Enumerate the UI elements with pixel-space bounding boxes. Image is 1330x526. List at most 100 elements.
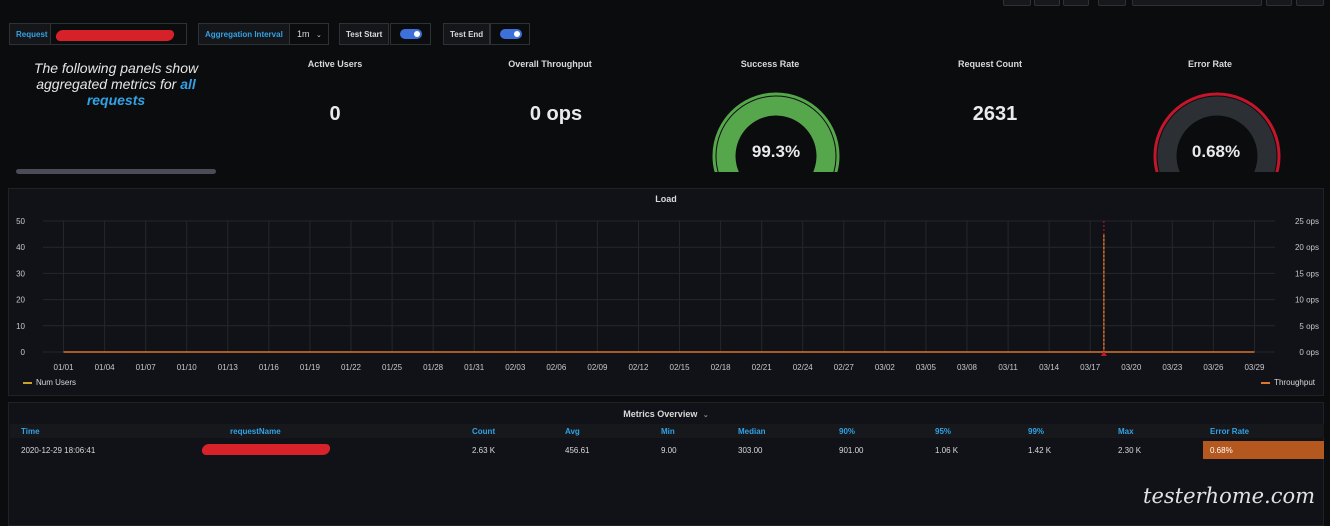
error-rate-title: Error Rate: [1187, 59, 1232, 69]
x-tick-label: 01/31: [464, 363, 485, 372]
y-right-tick-label: 10 ops: [1295, 296, 1319, 305]
y-left-tick-label: 20: [16, 296, 25, 305]
test-start-switch-box: [390, 23, 431, 45]
column-header-count[interactable]: Count: [472, 427, 496, 436]
column-header-max[interactable]: Max: [1118, 427, 1134, 436]
active-users-title: Active Users: [307, 59, 363, 69]
column-header-p95[interactable]: 95%: [935, 427, 952, 436]
x-tick-label: 02/03: [505, 363, 526, 372]
cell-error-rate: 0.68%: [1203, 441, 1324, 459]
column-header-median[interactable]: Median: [738, 427, 766, 436]
request-count-title: Request Count: [958, 59, 1022, 69]
time-range-picker[interactable]: [1132, 0, 1262, 6]
info-text-highlight: all requests: [86, 76, 196, 108]
x-tick-label: 03/17: [1080, 363, 1101, 372]
toolbar-button[interactable]: [1098, 0, 1126, 6]
toolbar-button[interactable]: [1034, 0, 1060, 6]
x-tick-label: 01/10: [177, 363, 198, 372]
cell-p90: 901.00: [839, 446, 864, 455]
table-header-row: Time requestName Count Avg Min Median 90…: [10, 424, 1324, 438]
load-panel-title[interactable]: Load: [655, 194, 677, 204]
x-tick-label: 02/06: [546, 363, 567, 372]
legend-throughput[interactable]: Throughput: [1261, 378, 1315, 387]
success-rate-value: 99.3%: [751, 142, 801, 161]
x-tick-label: 02/18: [711, 363, 732, 372]
test-end-switch-box: [490, 23, 530, 45]
watermark: testerhome.com: [1143, 484, 1316, 508]
series-line-num-users: [63, 234, 1255, 353]
legend-swatch: [1261, 381, 1271, 384]
x-tick-label: 01/13: [218, 363, 239, 372]
toolbar-button[interactable]: [1003, 0, 1031, 6]
x-tick-label: 01/28: [423, 363, 444, 372]
horizontal-scrollbar[interactable]: [16, 169, 216, 174]
cell-median: 303.00: [738, 446, 763, 455]
gauge-track: [1157, 96, 1277, 172]
test-start-toggle[interactable]: [400, 29, 422, 39]
column-header-error-rate[interactable]: Error Rate: [1210, 427, 1250, 436]
success-rate-gauge: [712, 92, 840, 172]
column-header-p99[interactable]: 99%: [1028, 427, 1045, 436]
load-chart: 0 10 20 30 40 50 0 ops 5 ops 10 ops 15 ops 20 ops 2…: [16, 217, 1319, 372]
chevron-down-icon: ⌄: [702, 412, 709, 419]
column-header-min[interactable]: Min: [661, 427, 675, 436]
toolbar-button[interactable]: [1266, 0, 1292, 6]
x-tick-label: 01/07: [136, 363, 157, 372]
x-tick-label: 01/25: [382, 363, 403, 372]
success-rate-title: Success Rate: [740, 59, 800, 69]
x-tick-label: 02/24: [793, 363, 814, 372]
y-left-tick-label: 30: [16, 269, 25, 278]
x-tick-label: 02/27: [834, 363, 855, 372]
cell-p99: 1.42 K: [1028, 446, 1052, 455]
cell-p95: 1.06 K: [935, 446, 959, 455]
metrics-panel-title[interactable]: Metrics Overview ⌄: [9, 409, 1323, 419]
info-text: The following panels show aggregated met…: [33, 60, 199, 92]
aggregation-interval-label: Aggregation Interval: [198, 23, 290, 45]
x-tick-label: 03/20: [1121, 363, 1142, 372]
request-variable-select[interactable]: [50, 23, 187, 45]
column-header-time[interactable]: Time: [21, 427, 40, 436]
gauge-fill: [716, 96, 836, 172]
x-tick-label: 02/12: [628, 363, 649, 372]
x-tick-label: 03/11: [998, 363, 1018, 372]
y-left-tick-label: 10: [16, 322, 25, 331]
test-start-label: Test Start: [339, 23, 390, 45]
x-tick-label: 03/14: [1039, 363, 1060, 372]
x-tick-label: 01/22: [341, 363, 362, 372]
x-tick-label: 03/02: [875, 363, 896, 372]
x-tick-label: 01/01: [54, 363, 75, 372]
column-header-p90[interactable]: 90%: [839, 427, 856, 436]
table-row[interactable]: 2020-12-29 18:06:41 2.63 K 456.61 9.00 3…: [10, 440, 1324, 460]
annotation-marker: [1100, 351, 1107, 356]
cell-count: 2.63 K: [472, 446, 496, 455]
cell-avg: 456.61: [565, 446, 590, 455]
y-right-tick-label: 5 ops: [1299, 322, 1319, 331]
cell-error-rate-value: 0.68%: [1210, 446, 1233, 455]
redaction-mark: [54, 30, 176, 41]
metrics-panel: Metrics Overview ⌄ Time requestName Coun…: [8, 402, 1324, 526]
toolbar-button[interactable]: [1063, 0, 1089, 6]
error-rate-value: 0.68%: [1191, 142, 1241, 161]
cell-min: 9.00: [661, 446, 677, 455]
x-tick-label: 01/16: [259, 363, 280, 372]
y-left-tick-label: 40: [16, 243, 25, 252]
aggregation-interval-value: 1m: [297, 29, 310, 39]
gauge-threshold-ring: [712, 92, 840, 172]
column-header-avg[interactable]: Avg: [565, 427, 580, 436]
test-end-toggle[interactable]: [500, 29, 522, 39]
x-tick-label: 03/23: [1162, 363, 1183, 372]
legend-throughput-label: Throughput: [1274, 378, 1315, 387]
toolbar-button[interactable]: [1296, 0, 1324, 6]
legend-num-users[interactable]: Num Users: [23, 378, 76, 387]
y-right-tick-label: 0 ops: [1299, 348, 1319, 357]
info-text-panel: The following panels show aggregated met…: [20, 60, 212, 108]
active-users-value: 0: [329, 103, 341, 125]
column-header-request-name[interactable]: requestName: [230, 427, 281, 436]
aggregation-interval-select[interactable]: 1m ⌄: [289, 23, 329, 45]
x-tick-label: 01/19: [300, 363, 321, 372]
legend-swatch: [23, 381, 32, 384]
y-right-tick-label: 20 ops: [1295, 243, 1319, 252]
test-end-label: Test End: [443, 23, 491, 45]
x-tick-label: 02/21: [752, 363, 773, 372]
error-rate-gauge: [1153, 92, 1281, 172]
